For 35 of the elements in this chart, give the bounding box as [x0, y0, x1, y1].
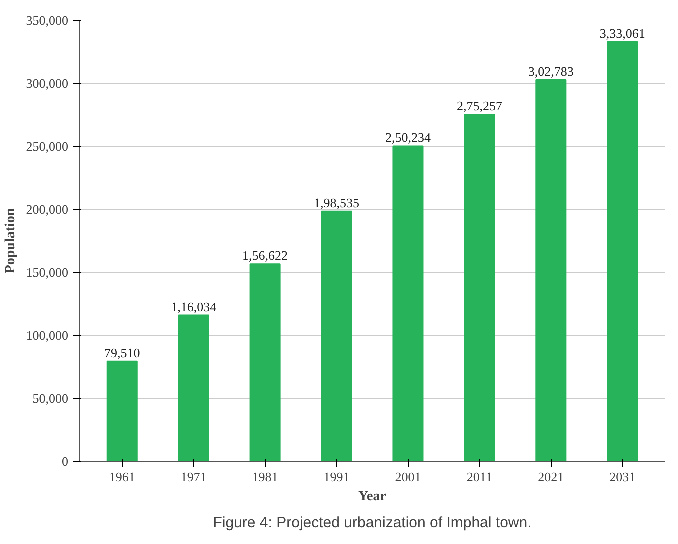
y-tick-label: 100,000 — [26, 328, 68, 343]
y-tick-label: 150,000 — [26, 265, 68, 280]
bar — [321, 210, 352, 462]
data-label: 2,50,234 — [385, 130, 432, 146]
x-axis-title: Year — [358, 490, 387, 504]
data-label: 1,56,622 — [242, 248, 288, 264]
bar — [536, 79, 567, 462]
data-label: 1,16,034 — [171, 299, 218, 314]
bar — [607, 41, 638, 462]
x-tick-label: 2021 — [538, 470, 564, 484]
x-tick-label: 1981 — [252, 470, 278, 484]
data-label: 1,98,535 — [314, 195, 360, 210]
x-tick-label: 1991 — [324, 470, 350, 484]
y-tick-label: 200,000 — [26, 202, 68, 217]
y-axis-title: Population — [3, 208, 18, 274]
bar — [250, 264, 281, 462]
x-tick-label: 2001 — [395, 470, 422, 484]
y-tick-label: 50,000 — [32, 391, 68, 406]
data-label: 2,75,257 — [456, 98, 503, 114]
data-label: 79,510 — [104, 345, 140, 360]
bar — [106, 360, 138, 462]
bar — [178, 314, 210, 462]
data-label: 3,33,061 — [600, 26, 646, 41]
x-tick-label: 2011 — [466, 470, 492, 484]
y-tick-label: 250,000 — [26, 139, 68, 154]
bar — [464, 114, 496, 462]
y-tick-label: 300,000 — [26, 76, 68, 91]
x-tick-label: 1961 — [109, 470, 136, 484]
x-tick-label: 1971 — [180, 470, 207, 484]
y-tick-label: 0 — [62, 454, 68, 469]
x-tick-label: 2031 — [610, 470, 636, 484]
caption: Figure 4: Projected urbanization of Imphal town. — [213, 514, 532, 532]
y-tick-label: 350,000 — [26, 13, 68, 28]
bar — [392, 146, 424, 462]
data-label: 3,02,783 — [528, 64, 574, 79]
